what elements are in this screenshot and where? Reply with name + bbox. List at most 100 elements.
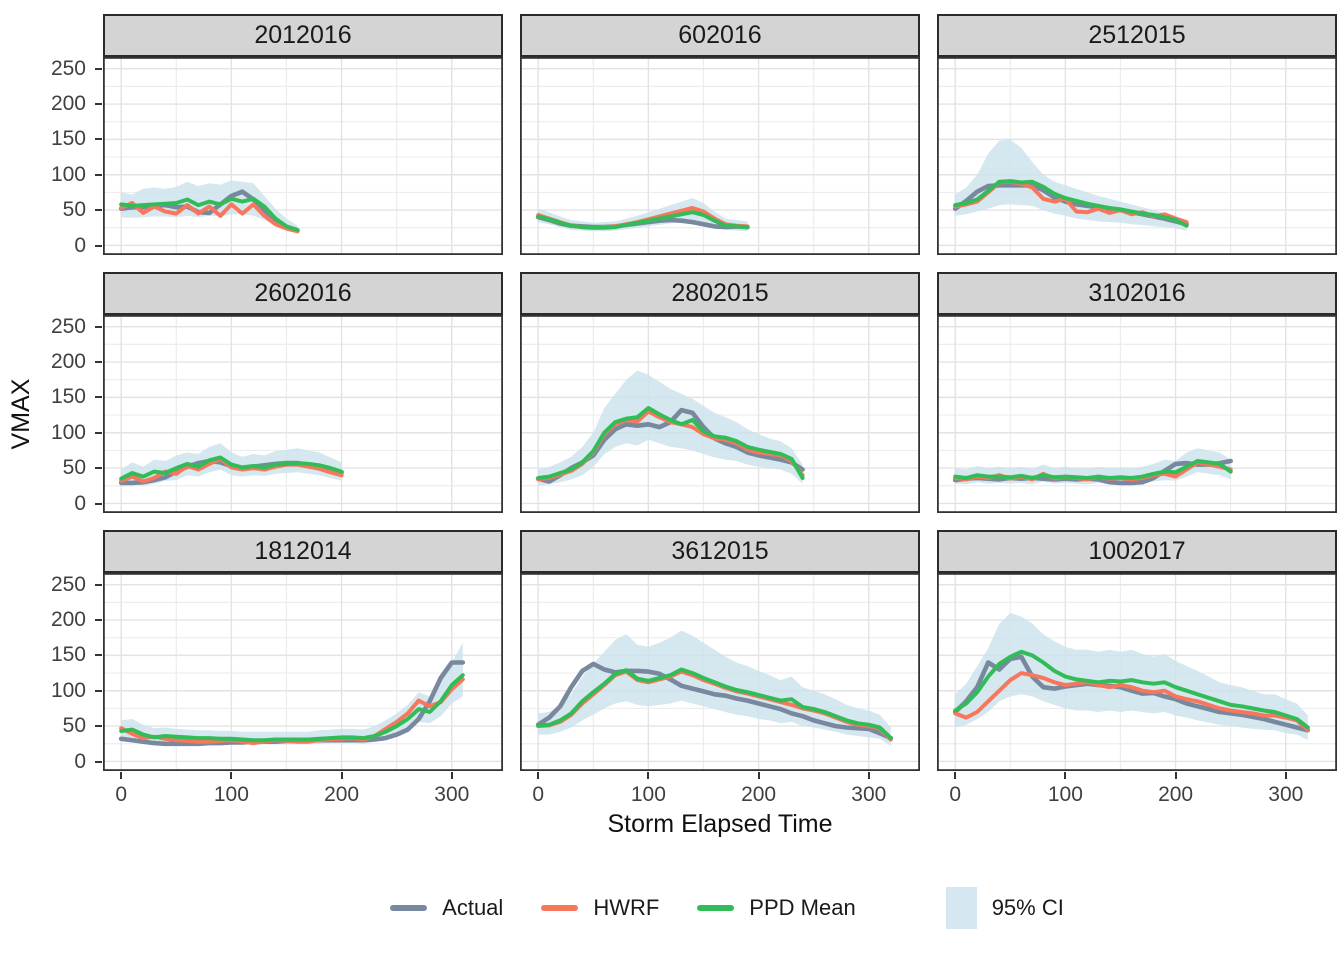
- panel-border: [520, 57, 920, 255]
- facet-2512015: 2512015: [937, 14, 1337, 255]
- x-tick-label: 0: [532, 783, 545, 806]
- y-tick-label: 0: [74, 749, 86, 773]
- y-tick-label: 100: [50, 678, 86, 702]
- x-tick-label: 300: [851, 783, 887, 806]
- ppd-mean-line: [536, 406, 805, 480]
- facet-panel: [520, 573, 920, 771]
- facet-title: 1812014: [254, 537, 352, 565]
- x-tick-label: 200: [1158, 783, 1194, 806]
- facet-title: 2602016: [254, 279, 352, 307]
- facet-strip: 2012016: [103, 14, 503, 57]
- y-tick-mark: [95, 325, 102, 328]
- facet-1812014: 1812014: [103, 530, 503, 771]
- facet-2802015: 2802015: [520, 272, 920, 513]
- y-tick-label: 250: [50, 56, 86, 80]
- facet-panel: [520, 315, 920, 513]
- facet-panel: [103, 315, 503, 513]
- actual-line: [535, 661, 894, 741]
- x-tick-mark: [1064, 772, 1067, 779]
- x-tick-label: 300: [434, 783, 470, 806]
- ppd-mean-line-swatch: [697, 905, 735, 911]
- panel-border: [520, 573, 920, 771]
- y-tick-label: 150: [50, 643, 86, 667]
- y-tick-label: 250: [50, 572, 86, 596]
- y-tick-mark: [95, 689, 102, 692]
- facet-panel: [520, 57, 920, 255]
- x-tick-label: 0: [949, 783, 962, 806]
- facet-title: 602016: [678, 21, 762, 49]
- legend-item-ppd-mean: PPD Mean: [697, 895, 856, 921]
- y-axis-title: VMAX: [7, 378, 35, 450]
- hwrf-line: [953, 671, 1310, 733]
- y-tick-label: 50: [62, 198, 86, 222]
- panel-border: [520, 315, 920, 513]
- x-tick-label: 100: [630, 783, 666, 806]
- panel-border: [103, 573, 503, 771]
- y-tick-label: 200: [50, 92, 86, 115]
- y-tick-label: 100: [50, 420, 86, 444]
- ppd-mean-line: [119, 455, 344, 481]
- y-tick-mark: [95, 619, 102, 621]
- x-tick-mark: [1284, 772, 1287, 779]
- x-tick-mark: [647, 772, 650, 779]
- y-tick-label: 200: [50, 608, 86, 631]
- panel-border: [937, 57, 1337, 255]
- facet-panel: [937, 57, 1337, 255]
- facet-strip: 2602016: [103, 272, 503, 315]
- y-tick-label: 50: [62, 714, 86, 738]
- facet-strip: 1812014: [103, 530, 503, 573]
- facet-strip: 1002017: [937, 530, 1337, 573]
- hwrf-line: [119, 201, 300, 234]
- y-tick-label: 0: [74, 491, 86, 515]
- y-tick-mark: [95, 467, 102, 470]
- facet-2012016: 2012016: [103, 14, 503, 255]
- legend-label-ppd-mean: PPD Mean: [749, 895, 856, 920]
- y-tick-label: 0: [74, 233, 86, 257]
- y-tick-label: 150: [50, 385, 86, 409]
- ppd-mean-line: [536, 667, 893, 741]
- ci-ribbon: [121, 642, 463, 745]
- x-tick-mark: [537, 772, 540, 779]
- ppd-mean-line: [119, 196, 300, 232]
- facet-2602016: 2602016: [103, 272, 503, 513]
- y-tick-mark: [95, 760, 102, 763]
- y-tick-mark: [95, 396, 102, 399]
- ppd-mean-line: [953, 649, 1310, 730]
- facet-3102016: 3102016: [937, 272, 1337, 513]
- legend-label-ci: 95% CI: [991, 895, 1064, 920]
- y-tick-mark: [95, 244, 102, 247]
- y-tick-mark: [95, 103, 102, 105]
- x-tick-mark: [867, 772, 870, 779]
- facet-panel: [103, 57, 503, 255]
- y-tick-label: 50: [62, 456, 86, 480]
- ci-ribbon: [538, 370, 803, 486]
- x-tick-mark: [757, 772, 760, 779]
- y-tick-mark: [95, 209, 102, 212]
- legend-item-actual: Actual: [390, 895, 503, 921]
- facet-title: 3102016: [1088, 279, 1186, 307]
- ppd-mean-line: [119, 673, 465, 743]
- y-tick-mark: [95, 173, 102, 176]
- x-tick-label: 200: [741, 783, 777, 806]
- facet-panel: [937, 573, 1337, 771]
- facet-title: 3612015: [671, 537, 769, 565]
- hwrf-line-swatch: [541, 905, 579, 911]
- legend-label-hwrf: HWRF: [593, 895, 660, 920]
- ppd-mean-line: [953, 179, 1189, 228]
- ci-ribbon: [955, 139, 1187, 231]
- x-tick-mark: [954, 772, 957, 779]
- x-tick-mark: [230, 772, 233, 779]
- x-axis-title: Storm Elapsed Time: [607, 810, 833, 838]
- x-tick-label: 300: [1268, 783, 1304, 806]
- panel-border: [103, 315, 503, 513]
- y-tick-mark: [95, 361, 102, 363]
- y-tick-mark: [95, 583, 102, 586]
- y-tick-mark: [95, 67, 102, 70]
- y-tick-mark: [95, 502, 102, 505]
- actual-line-swatch: [390, 905, 428, 911]
- facet-title: 2012016: [254, 21, 352, 49]
- legend-item-ci: 95% CI: [945, 887, 1064, 929]
- legend-item-hwrf: HWRF: [541, 895, 659, 921]
- y-tick-label: 250: [50, 314, 86, 338]
